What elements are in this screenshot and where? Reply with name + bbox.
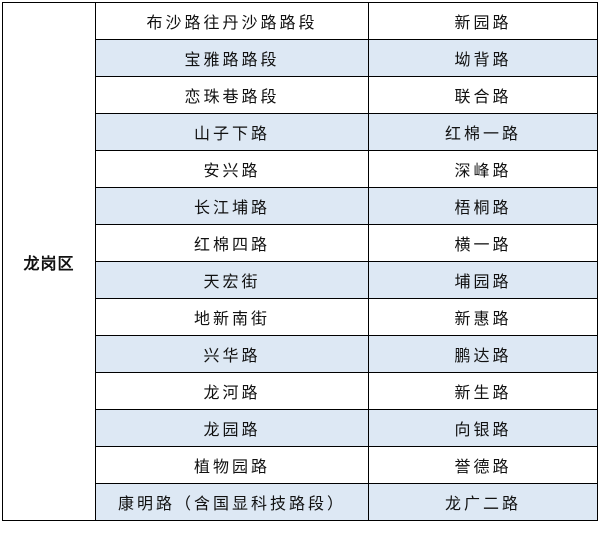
table-row: 龙河路 新生路 — [3, 372, 598, 410]
table-row: 龙园路 向银路 — [3, 409, 598, 447]
table-row: 恋珠巷路段 联合路 — [3, 76, 598, 114]
road-cell-left: 布沙路往丹沙路路段 — [95, 2, 369, 40]
road-cell-left: 天宏街 — [95, 261, 369, 299]
road-cell-right: 龙广二路 — [368, 483, 598, 521]
table-row: 山子下路 红棉一路 — [3, 113, 598, 151]
road-cell-left: 地新南街 — [95, 298, 369, 336]
road-cell-left: 兴华路 — [95, 335, 369, 373]
road-cell-left: 恋珠巷路段 — [95, 76, 369, 114]
road-cell-right: 新惠路 — [368, 298, 598, 336]
table-row: 长江埔路 梧桐路 — [3, 187, 598, 225]
table-row: 龙岗区 布沙路往丹沙路路段 新园路 — [2, 2, 598, 521]
table-row: 安兴路 深峰路 — [3, 150, 598, 188]
road-cell-left: 龙河路 — [95, 372, 369, 410]
road-cell-right: 横一路 — [368, 224, 598, 262]
road-cell-right: 坳背路 — [368, 39, 598, 77]
road-cell-left: 康明路（含国显科技路段） — [95, 483, 369, 521]
table-row: 宝雅路路段 坳背路 — [3, 39, 598, 77]
road-cell-right: 联合路 — [368, 76, 598, 114]
road-cell-right: 向银路 — [368, 409, 598, 447]
table-row: 兴华路 鹏达路 — [3, 335, 598, 373]
road-cell-left: 宝雅路路段 — [95, 39, 369, 77]
road-cell-left: 红棉四路 — [95, 224, 369, 262]
road-cell-left: 山子下路 — [95, 113, 369, 151]
road-cell-left: 龙园路 — [95, 409, 369, 447]
table-row: 康明路（含国显科技路段） 龙广二路 — [3, 483, 598, 521]
table-row: 红棉四路 横一路 — [3, 224, 598, 262]
table-row: 植物园路 誉德路 — [3, 446, 598, 484]
district-cell: 龙岗区 — [2, 2, 96, 521]
road-cell-left: 安兴路 — [95, 150, 369, 188]
road-cell-right: 新生路 — [368, 372, 598, 410]
table-row: 地新南街 新惠路 — [3, 298, 598, 336]
road-table: 龙岗区 布沙路往丹沙路路段 新园路 宝雅路路段 坳背路 恋珠巷路段 联合路 山子下路 红棉一路安… — [2, 2, 598, 521]
road-cell-right: 梧桐路 — [368, 187, 598, 225]
road-cell-right: 埔园路 — [368, 261, 598, 299]
road-cell-left: 植物园路 — [95, 446, 369, 484]
table-row: 天宏街 埔园路 — [3, 261, 598, 299]
road-cell-right: 红棉一路 — [368, 113, 598, 151]
road-cell-right: 鹏达路 — [368, 335, 598, 373]
road-cell-right: 深峰路 — [368, 150, 598, 188]
road-cell-right: 新园路 — [368, 2, 598, 40]
road-cell-left: 长江埔路 — [95, 187, 369, 225]
road-cell-right: 誉德路 — [368, 446, 598, 484]
